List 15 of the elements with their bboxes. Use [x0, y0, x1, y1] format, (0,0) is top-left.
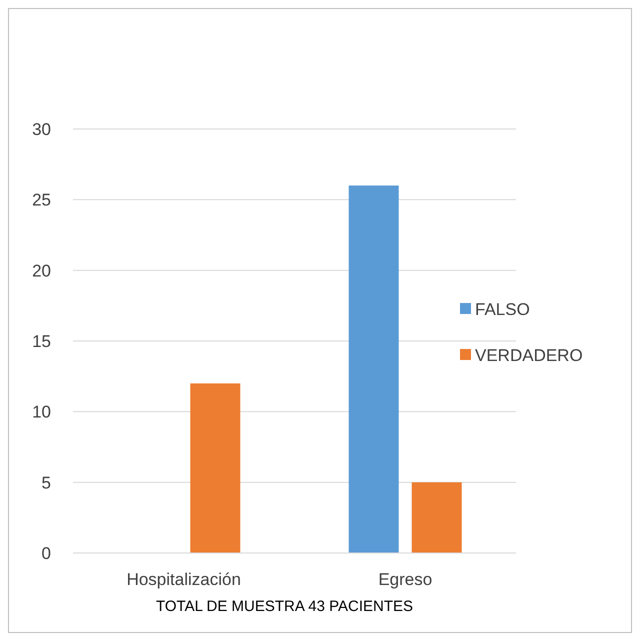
legend-label: VERDADERO: [475, 346, 583, 365]
x-axis-title: TOTAL DE MUESTRA 43 PACIENTES: [156, 598, 414, 615]
y-tick-label: 10: [32, 402, 51, 422]
y-tick-label: 30: [32, 120, 51, 139]
y-tick-label: 15: [32, 332, 51, 351]
bar: [190, 383, 240, 553]
bar: [412, 482, 462, 553]
bar: [348, 186, 399, 553]
y-tick-label: 5: [42, 473, 51, 492]
x-tick-label: Hospitalización: [126, 570, 241, 589]
y-tick-label: 25: [32, 190, 51, 210]
y-tick-label: 0: [42, 544, 51, 563]
y-tick-label: 20: [32, 261, 51, 280]
x-tick-label: Egreso: [378, 570, 432, 589]
legend-label: FALSO: [475, 300, 530, 319]
